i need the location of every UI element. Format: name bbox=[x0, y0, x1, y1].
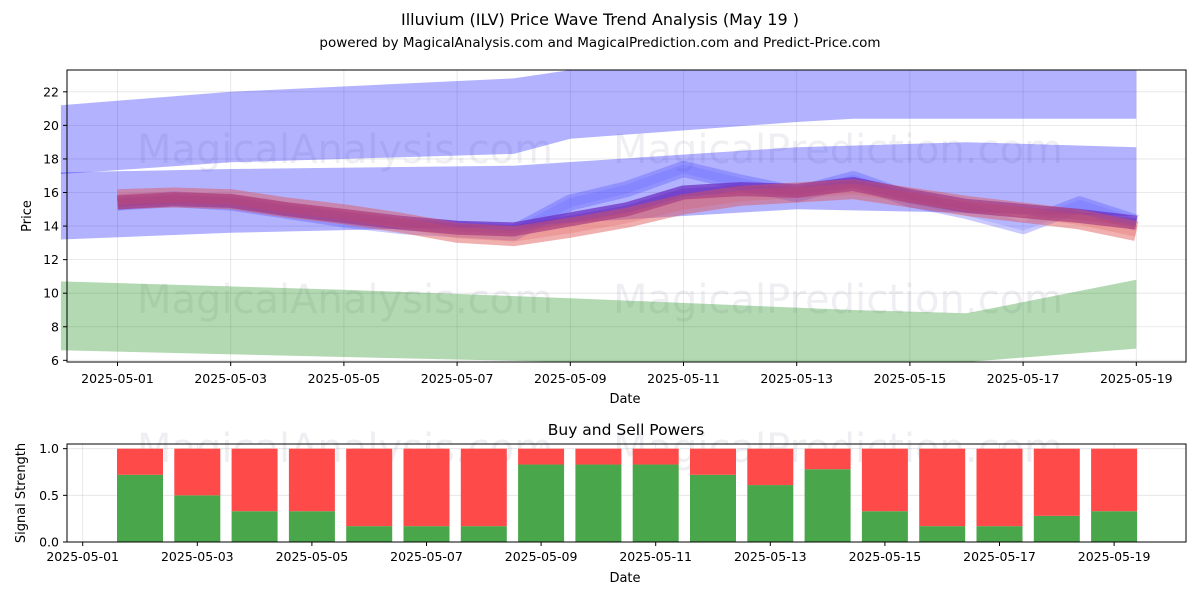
sell-bar bbox=[690, 448, 736, 475]
signal-x-tick-label: 2025-05-15 bbox=[849, 549, 922, 564]
buy-bar bbox=[174, 495, 221, 542]
signal-y-tick-label: 1.0 bbox=[39, 441, 59, 456]
price-lines bbox=[117, 161, 1139, 247]
blue-band bbox=[60, 70, 1137, 174]
price-y-ticks: 6 8 10 12 14 16 18 20 22 bbox=[43, 84, 67, 368]
price-y-tick-label: 16 bbox=[43, 185, 59, 200]
buy-bar bbox=[460, 526, 507, 542]
green-band bbox=[60, 279, 1137, 362]
sell-bar bbox=[575, 448, 622, 465]
sell-bar bbox=[804, 448, 851, 470]
purple-trend-core bbox=[117, 180, 1137, 234]
watermark-analysis: MagicalAnalysis.com bbox=[137, 277, 553, 323]
buy-bar bbox=[690, 474, 736, 542]
signal-x-tick-label: 2025-05-17 bbox=[963, 549, 1036, 564]
buy-bar bbox=[117, 474, 163, 542]
price-x-ticks: 2025-05-01 2025-05-03 2025-05-05 2025-05-07… bbox=[81, 362, 1173, 386]
price-axes-frame bbox=[66, 69, 1187, 363]
price-x-tick-label: 2025-05-19 bbox=[1100, 371, 1173, 386]
buy-bar bbox=[632, 464, 679, 542]
red-trend-core bbox=[117, 183, 1138, 242]
signal-x-ticks: 2025-05-01 2025-05-03 2025-05-05 2025-05-07… bbox=[46, 542, 1150, 564]
signal-y-tick-label: 0.5 bbox=[39, 488, 59, 503]
price-panel: MagicalAnalysis.com MagicalPrediction.co… bbox=[20, 69, 1187, 407]
buy-bar bbox=[403, 526, 450, 542]
signal-title: Buy and Sell Powers bbox=[548, 421, 705, 439]
price-x-tick-label: 2025-05-07 bbox=[421, 371, 494, 386]
signal-x-tick-label: 2025-05-05 bbox=[276, 549, 349, 564]
buy-bar bbox=[976, 526, 1023, 542]
signal-bars bbox=[117, 448, 1138, 542]
sell-bar bbox=[861, 448, 908, 512]
buy-bar bbox=[919, 526, 966, 542]
sell-bar bbox=[976, 448, 1023, 527]
price-y-tick-label: 20 bbox=[43, 118, 59, 133]
price-x-tick-label: 2025-05-17 bbox=[987, 371, 1060, 386]
signal-panel: Buy and Sell Powers MagicalAnalysis.com … bbox=[14, 421, 1187, 586]
watermark-prediction: MagicalPrediction.com bbox=[613, 277, 1063, 323]
figure-title: Illuvium (ILV) Price Wave Trend Analysis… bbox=[401, 10, 799, 29]
signal-y-tick-label: 0.0 bbox=[39, 535, 59, 550]
signal-x-tick-label: 2025-05-03 bbox=[161, 549, 234, 564]
figure-subtitle: powered by MagicalAnalysis.com and Magic… bbox=[319, 35, 880, 51]
price-x-tick-label: 2025-05-11 bbox=[647, 371, 720, 386]
signal-x-tick-label: 2025-05-19 bbox=[1078, 549, 1151, 564]
buy-bar bbox=[747, 485, 794, 542]
price-y-tick-label: 12 bbox=[43, 252, 59, 267]
sell-bar bbox=[117, 448, 163, 475]
signal-y-ticks: 0.0 0.5 1.0 bbox=[39, 441, 67, 550]
watermark-prediction: MagicalPrediction.com bbox=[613, 127, 1063, 173]
buy-bar bbox=[231, 511, 278, 542]
sell-bar bbox=[174, 448, 221, 496]
watermark-analysis: MagicalAnalysis.com bbox=[137, 127, 553, 173]
sell-bar bbox=[231, 448, 278, 512]
price-y-tick-label: 8 bbox=[51, 319, 59, 334]
signal-x-tick-label: 2025-05-07 bbox=[390, 549, 463, 564]
price-x-tick-label: 2025-05-13 bbox=[760, 371, 833, 386]
sell-bar bbox=[919, 448, 966, 527]
signal-x-tick-label: 2025-05-09 bbox=[505, 549, 578, 564]
red-trend-line bbox=[117, 179, 1139, 247]
price-y-tick-label: 22 bbox=[43, 84, 59, 99]
sell-bar bbox=[632, 448, 679, 465]
sell-bar bbox=[460, 448, 507, 527]
buy-bar bbox=[346, 526, 393, 542]
price-y-tick-label: 10 bbox=[43, 286, 59, 301]
signal-axes-frame bbox=[66, 443, 1187, 543]
price-grid bbox=[67, 70, 1186, 362]
sell-bar bbox=[747, 448, 794, 486]
buy-bar bbox=[861, 511, 908, 542]
buy-bar bbox=[1033, 515, 1080, 542]
sell-bar bbox=[288, 448, 335, 512]
price-x-tick-label: 2025-05-01 bbox=[81, 371, 154, 386]
buy-bar bbox=[518, 464, 565, 542]
price-y-tick-label: 18 bbox=[43, 151, 59, 166]
buy-bar bbox=[575, 464, 622, 542]
sell-bar bbox=[1091, 448, 1138, 512]
price-y-tick-label: 14 bbox=[43, 219, 59, 234]
signal-x-tick-label: 2025-05-13 bbox=[734, 549, 807, 564]
sell-bar bbox=[403, 448, 450, 527]
purple-trend-line bbox=[117, 177, 1138, 237]
signal-x-tick-label: 2025-05-11 bbox=[619, 549, 692, 564]
signal-x-tick-label: 2025-05-01 bbox=[46, 549, 119, 564]
price-y-tick-label: 6 bbox=[51, 353, 59, 368]
price-x-tick-label: 2025-05-09 bbox=[534, 371, 607, 386]
price-x-axis-label: Date bbox=[609, 392, 640, 407]
buy-bar bbox=[288, 511, 335, 542]
buy-bar bbox=[804, 469, 851, 542]
signal-y-axis-label: Signal Strength bbox=[14, 443, 29, 543]
signal-x-axis-label: Date bbox=[609, 571, 640, 586]
sell-bar bbox=[1033, 448, 1080, 516]
sell-bar bbox=[518, 448, 565, 465]
price-y-axis-label: Price bbox=[20, 200, 35, 232]
price-x-tick-label: 2025-05-03 bbox=[194, 371, 267, 386]
price-x-tick-label: 2025-05-05 bbox=[308, 371, 381, 386]
buy-bar bbox=[1091, 511, 1138, 542]
price-x-tick-label: 2025-05-15 bbox=[874, 371, 947, 386]
sell-bar bbox=[346, 448, 393, 527]
